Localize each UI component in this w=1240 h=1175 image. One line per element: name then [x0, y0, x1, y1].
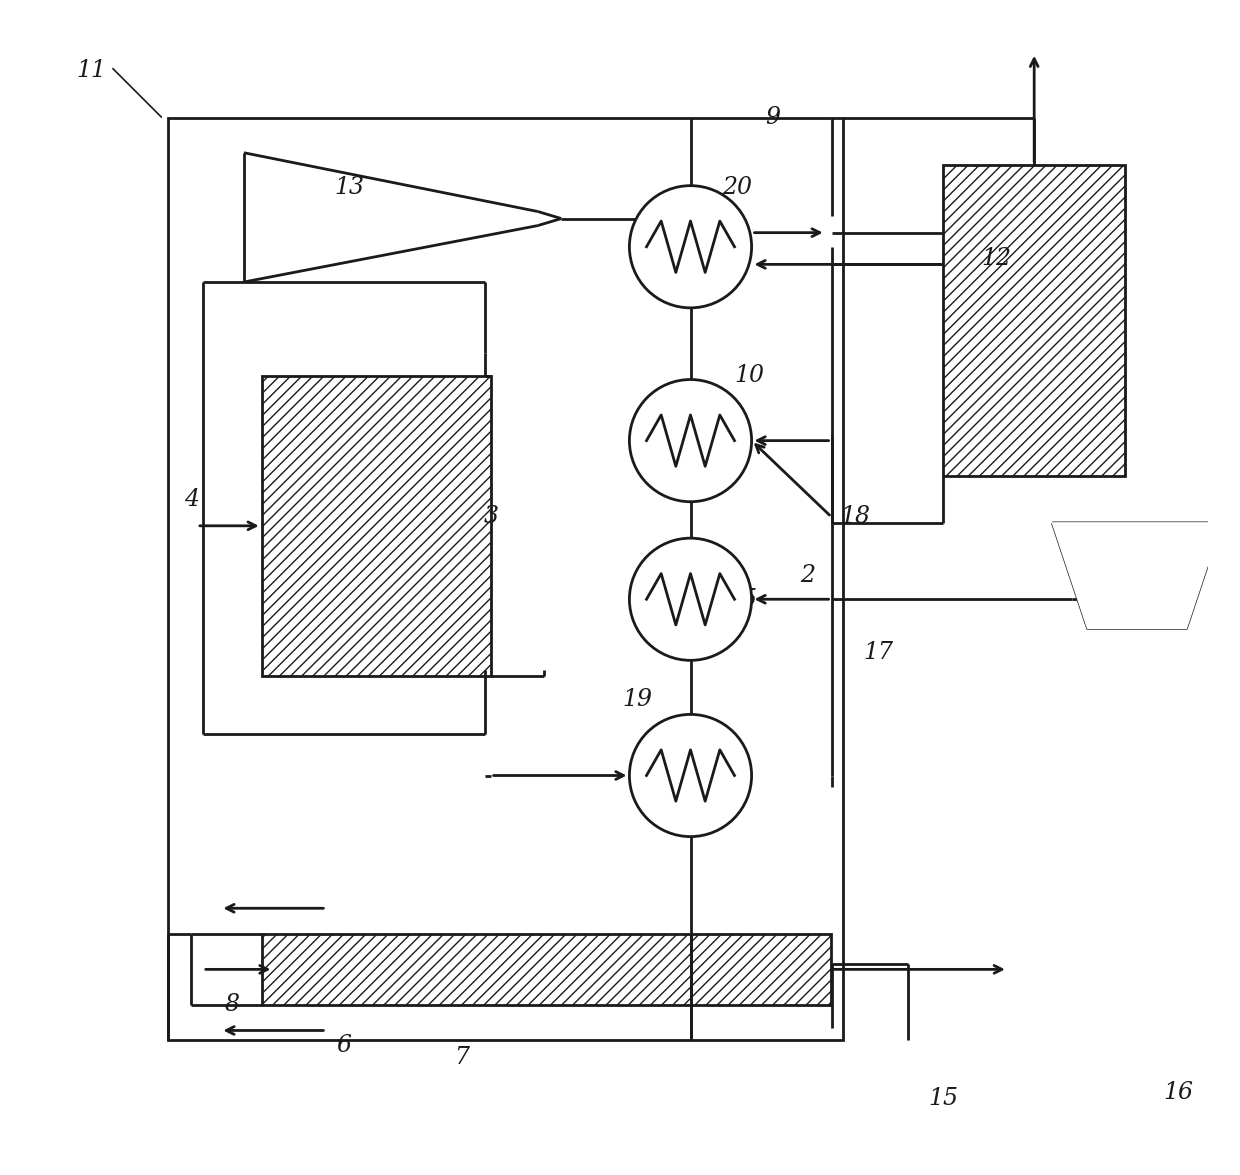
Circle shape [630, 538, 751, 660]
Text: 13: 13 [335, 176, 365, 200]
Text: 3: 3 [484, 505, 498, 529]
Text: 19: 19 [622, 687, 652, 711]
Text: 6: 6 [336, 1034, 351, 1058]
Bar [262, 376, 491, 676]
Text: 17: 17 [863, 640, 894, 664]
Circle shape [630, 380, 751, 502]
Text: 11: 11 [76, 59, 107, 82]
Circle shape [630, 714, 751, 837]
Bar [944, 165, 1125, 476]
Text: 14: 14 [1086, 552, 1117, 576]
Text: 15: 15 [928, 1087, 959, 1110]
Text: 4: 4 [184, 488, 198, 511]
Text: 10: 10 [734, 364, 764, 388]
Text: 5: 5 [742, 588, 756, 611]
Text: 7: 7 [454, 1046, 469, 1069]
Bar [262, 934, 832, 1005]
Circle shape [630, 186, 751, 308]
Text: 8: 8 [224, 993, 239, 1016]
Text: 18: 18 [839, 505, 870, 529]
Text: 9: 9 [765, 106, 780, 129]
Bar [167, 118, 843, 1040]
Text: 2: 2 [801, 564, 816, 588]
Text: 16: 16 [1163, 1081, 1193, 1104]
Polygon shape [1053, 523, 1221, 629]
Text: 20: 20 [723, 176, 753, 200]
Text: 12: 12 [981, 247, 1011, 270]
